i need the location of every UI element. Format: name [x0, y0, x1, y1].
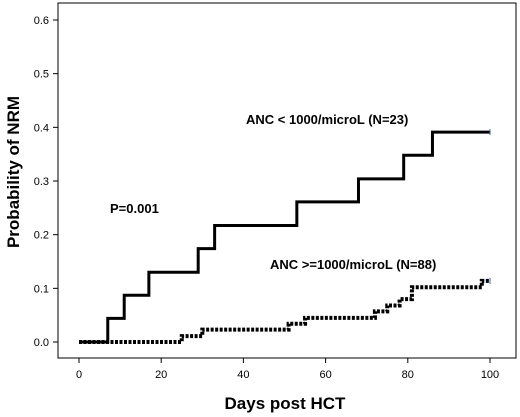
y-axis-title: Probability of NRM: [4, 96, 23, 248]
y-tick-label: 0.6: [34, 15, 49, 27]
x-tick-label: 0: [76, 369, 82, 381]
plot-frame: [57, 2, 517, 359]
x-axis-title: Days post HCT: [225, 394, 347, 413]
y-axis: 0.0 0.1 0.2 0.3 0.4 0.5 0.6: [34, 15, 58, 349]
p-value-annotation: P=0.001: [110, 201, 159, 216]
series-layer: [79, 129, 491, 344]
x-tick-label: 40: [237, 369, 249, 381]
y-tick-label: 0.3: [34, 176, 49, 188]
x-tick-label: 20: [155, 369, 167, 381]
series-label-high-anc: ANC >=1000/microL (N=88): [270, 257, 436, 272]
y-tick-label: 0.4: [34, 122, 49, 134]
y-tick-label: 0.0: [34, 337, 49, 349]
series-line-anc-high: [79, 278, 490, 344]
x-axis: 0 20 40 60 80 100: [76, 358, 499, 381]
series-line-anc-low: [79, 130, 490, 344]
x-tick-label: 100: [481, 369, 499, 381]
y-tick-label: 0.5: [34, 69, 49, 81]
x-tick-label: 60: [319, 369, 331, 381]
y-tick-label: 0.2: [34, 230, 49, 242]
x-tick-label: 80: [402, 369, 414, 381]
y-tick-label: 0.1: [34, 283, 49, 295]
series-label-low-anc: ANC < 1000/microL (N=23): [246, 112, 408, 127]
